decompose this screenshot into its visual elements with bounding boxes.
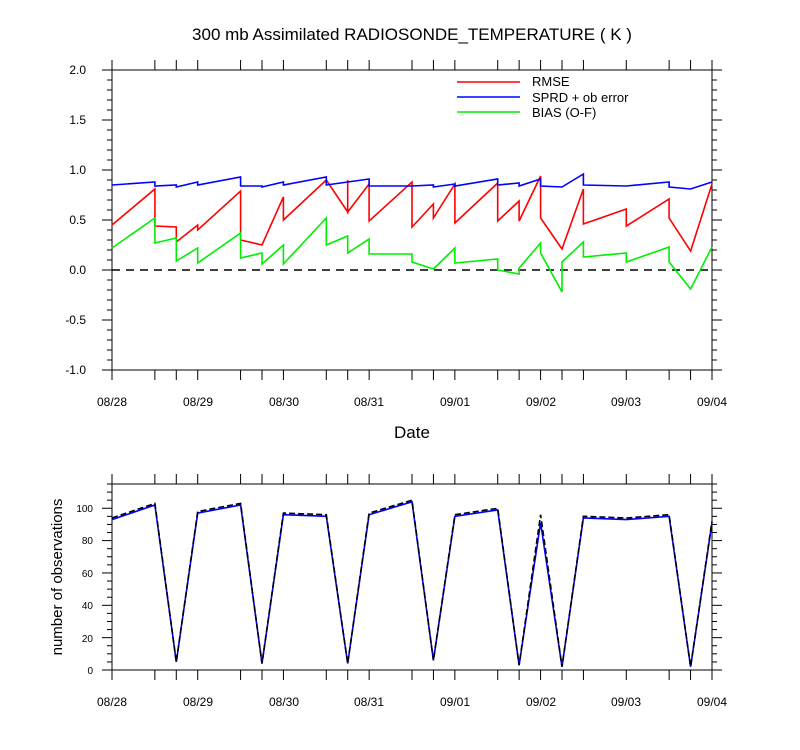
top-x-tick-label: 08/30 (269, 395, 299, 409)
series-line-observations-dashed (111, 499, 713, 667)
top-y-tick-label: 0.0 (69, 263, 86, 277)
bottom-x-tick-label: 08/30 (269, 695, 299, 709)
top-x-tick-labels: 08/28 08/29 08/30 08/31 09/01 09/02 09/0… (97, 395, 727, 409)
bottom-x-tick-label: 09/02 (526, 695, 556, 709)
bottom-y-tick-label: 60 (82, 569, 94, 580)
top-chart-title: 300 mb Assimilated RADIOSONDE_TEMPERATUR… (192, 25, 632, 44)
bottom-y-tick-label: 20 (82, 634, 94, 645)
top-y-tick-label: 1.0 (69, 163, 86, 177)
top-x-tick-label: 08/28 (97, 395, 127, 409)
bottom-x-tick-label: 09/01 (440, 695, 470, 709)
top-x-tick-label: 09/01 (440, 395, 470, 409)
top-y-tick-labels: -1.0 -0.5 0.0 0.5 1.0 1.5 2.0 (65, 63, 86, 377)
series-line-observations-solid (111, 500, 713, 667)
top-x-tick-label: 09/03 (611, 395, 641, 409)
legend-label-bias: BIAS (O-F) (532, 105, 596, 120)
legend: RMSE SPRD + ob error BIAS (O-F) (457, 74, 629, 120)
top-y-tick-label: -0.5 (65, 313, 86, 327)
bottom-series-lines (111, 499, 713, 667)
bottom-y-tick-label: 0 (87, 666, 93, 677)
bottom-chart: 0 20 40 60 80 100 08/28 08/29 08/30 08/3… (49, 474, 727, 709)
bottom-y-tick-label: 80 (82, 536, 94, 547)
top-x-tick-label: 08/31 (354, 395, 384, 409)
series-line-bias-o-f (111, 215, 713, 293)
top-chart: 300 mb Assimilated RADIOSONDE_TEMPERATUR… (65, 25, 727, 442)
top-axis-ticks (102, 60, 722, 380)
top-y-tick-label: 2.0 (69, 63, 86, 77)
bottom-x-tick-label: 08/28 (97, 695, 127, 709)
bottom-x-tick-labels: 08/28 08/29 08/30 08/31 09/01 09/02 09/0… (97, 695, 727, 709)
bottom-y-tick-label: 40 (82, 601, 94, 612)
top-y-tick-label: 0.5 (69, 213, 86, 227)
bottom-x-tick-label: 09/03 (611, 695, 641, 709)
bottom-x-tick-label: 08/29 (183, 695, 213, 709)
top-series-lines (111, 172, 713, 293)
bottom-axis-ticks (102, 474, 722, 680)
bottom-x-tick-label: 09/04 (697, 695, 727, 709)
legend-label-rmse: RMSE (532, 74, 570, 89)
series-line-rmse (111, 175, 713, 253)
top-x-axis-label: Date (394, 423, 430, 442)
bottom-x-tick-label: 08/31 (354, 695, 384, 709)
top-y-tick-label: -1.0 (65, 363, 86, 377)
top-x-tick-label: 08/29 (183, 395, 213, 409)
top-x-tick-label: 09/04 (697, 395, 727, 409)
bottom-y-tick-labels: 0 20 40 60 80 100 (76, 504, 93, 677)
top-x-tick-label: 09/02 (526, 395, 556, 409)
top-y-tick-label: 1.5 (69, 113, 86, 127)
bottom-y-axis-label: number of observations (49, 499, 66, 656)
bottom-y-tick-label: 100 (76, 504, 93, 515)
legend-label-sprd: SPRD + ob error (532, 90, 629, 105)
series-line-sprd-ob-error (111, 172, 713, 190)
